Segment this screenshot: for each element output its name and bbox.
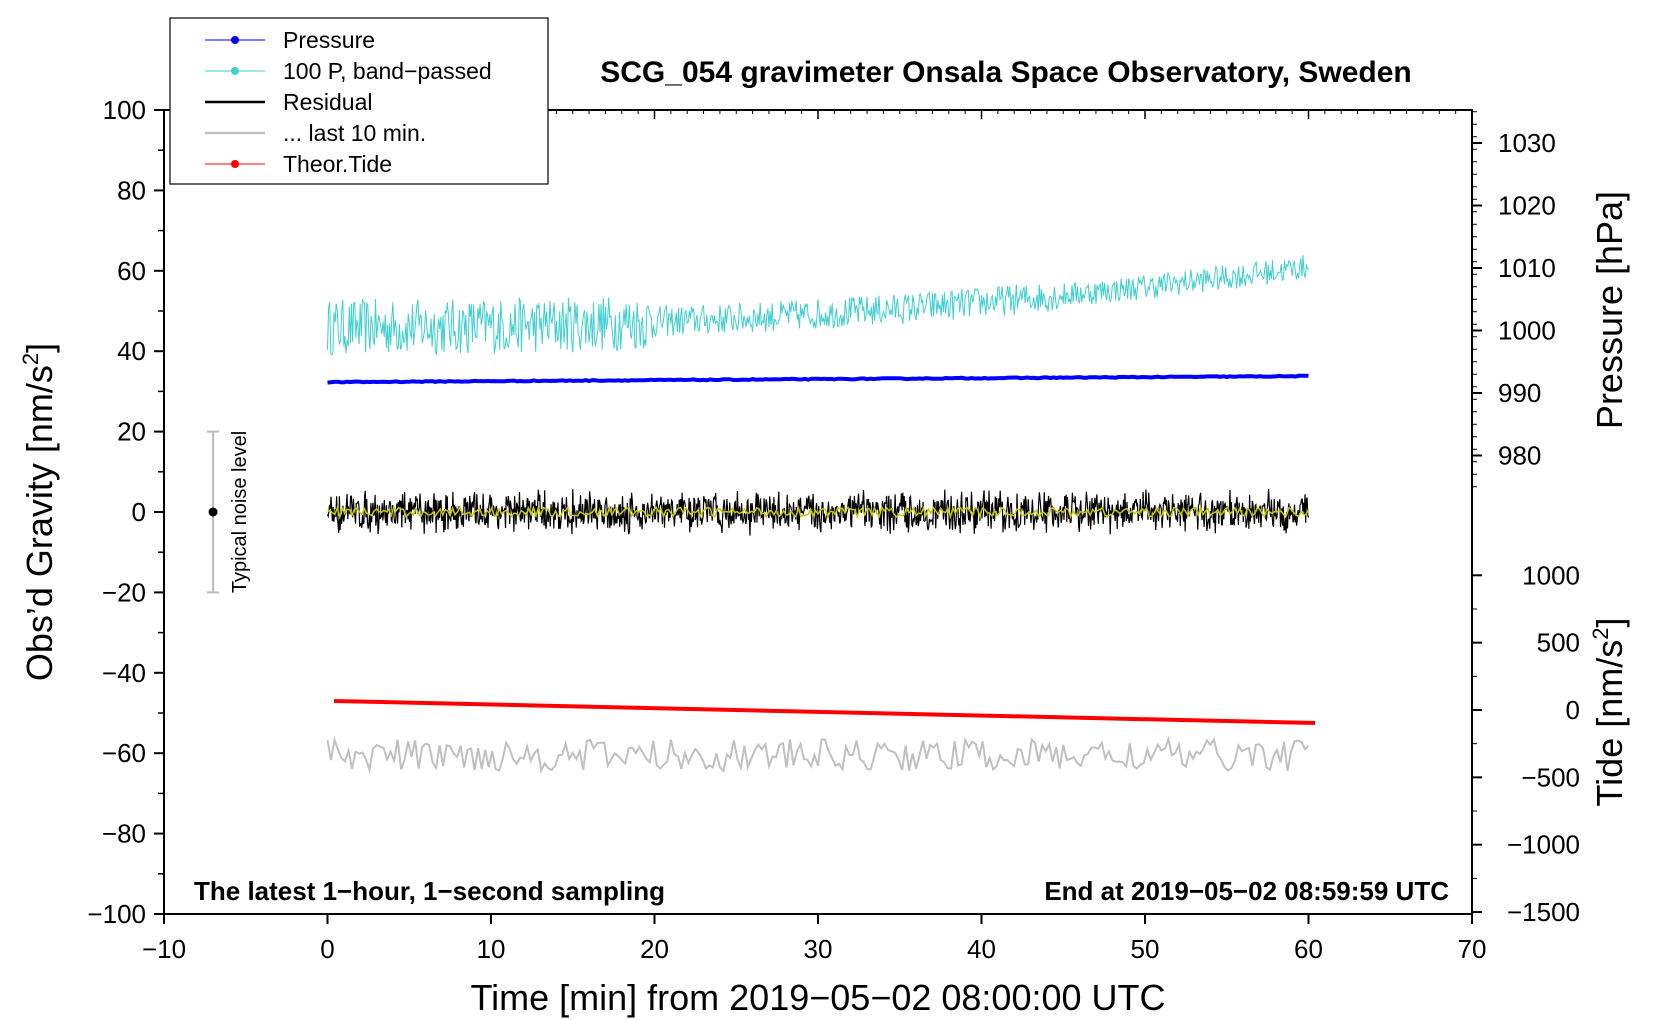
series-bandpassed-pressure [327, 255, 1309, 356]
pressure-tick-label: 1010 [1498, 253, 1556, 283]
x-tick-label: 70 [1458, 934, 1487, 964]
y-axis-label-tide-sup: 2 [1588, 628, 1613, 640]
tide-tick-label: −500 [1521, 762, 1580, 792]
x-tick-label: 10 [477, 934, 506, 964]
y-tick-label: −60 [102, 738, 146, 768]
tide-tick-label: 0 [1566, 695, 1580, 725]
y-tick-label: 0 [132, 497, 146, 527]
tide-tick-label: 1000 [1522, 560, 1580, 590]
y-axis-label-tide: Tide [nm/s2] [1588, 618, 1630, 807]
tide-tick-label: −1500 [1507, 897, 1580, 927]
x-tick-label: 60 [1294, 934, 1323, 964]
pressure-tick-label: 980 [1498, 441, 1541, 471]
legend: Pressure 100 P, band−passed Residual ... la… [169, 17, 549, 185]
series [326, 255, 1316, 774]
legend-marker [231, 36, 239, 44]
tide-tick-label: −1000 [1507, 830, 1580, 860]
y-tick-label: 20 [117, 417, 146, 447]
y-tick-label: −40 [102, 658, 146, 688]
y-axis-label-pressure: Pressure [hPa] [1589, 191, 1630, 429]
series-last-10-min [326, 735, 1310, 774]
y-axis-label-gravity-close: ] [19, 343, 60, 353]
x-tick-label: 50 [1131, 934, 1160, 964]
x-tick-label: 0 [320, 934, 334, 964]
legend-label: 100 P, band−passed [283, 58, 492, 84]
y-tick-label: −20 [102, 577, 146, 607]
noise-bar-center-dot [208, 507, 218, 517]
noise-level-label: Typical noise level [229, 431, 251, 593]
y-tick-label: −80 [102, 819, 146, 849]
pressure-tick-label: 1000 [1498, 316, 1556, 346]
y-tick-label: 80 [117, 175, 146, 205]
series-pressure [327, 373, 1309, 385]
y-axis-label-tide-close: ] [1589, 618, 1630, 628]
x-axis-label: Time [min] from 2019−05−02 08:00:00 UTC [470, 977, 1165, 1018]
y-axis-label-gravity-sup: 2 [18, 353, 43, 365]
annotation-sampling: The latest 1−hour, 1−second sampling [194, 876, 665, 906]
x-tick-label: 30 [804, 934, 833, 964]
y-tick-label: 40 [117, 336, 146, 366]
x-tick-label: 20 [640, 934, 669, 964]
x-tick-label: 40 [967, 934, 996, 964]
y-axis-label-gravity: Obs’d Gravity [nm/s2] [18, 343, 60, 681]
series-theoretical-tide [333, 698, 1316, 726]
x-tick-label: −10 [142, 934, 186, 964]
pressure-tick-label: 990 [1498, 378, 1541, 408]
legend-marker [231, 67, 239, 75]
noise-level-indicator [207, 430, 220, 594]
pressure-tick-label: 1020 [1498, 191, 1556, 221]
pressure-tick-label: 1030 [1498, 128, 1556, 158]
y-tick-label: 60 [117, 256, 146, 286]
legend-label: Theor.Tide [283, 151, 392, 177]
legend-marker [231, 160, 239, 168]
y-axis-label-tide-main: Tide [nm/s [1589, 640, 1630, 807]
series-residual-smoothed [327, 504, 1310, 520]
y-axis-label-gravity-main: Obs’d Gravity [nm/s [19, 365, 60, 681]
legend-label: ... last 10 min. [283, 120, 426, 146]
tide-tick-label: 500 [1537, 628, 1580, 658]
annotation-end-time: End at 2019−05−02 08:59:59 UTC [1044, 876, 1449, 906]
y-tick-label: −100 [87, 899, 146, 929]
legend-label: Residual [283, 89, 373, 115]
chart-title: SCG_054 gravimeter Onsala Space Observat… [600, 56, 1412, 89]
ticks: −10 0 10 20 30 40 50 60 70100806040200−20−40−60−… [87, 95, 1580, 964]
y-tick-label: 100 [103, 95, 146, 125]
legend-label: Pressure [283, 27, 375, 53]
